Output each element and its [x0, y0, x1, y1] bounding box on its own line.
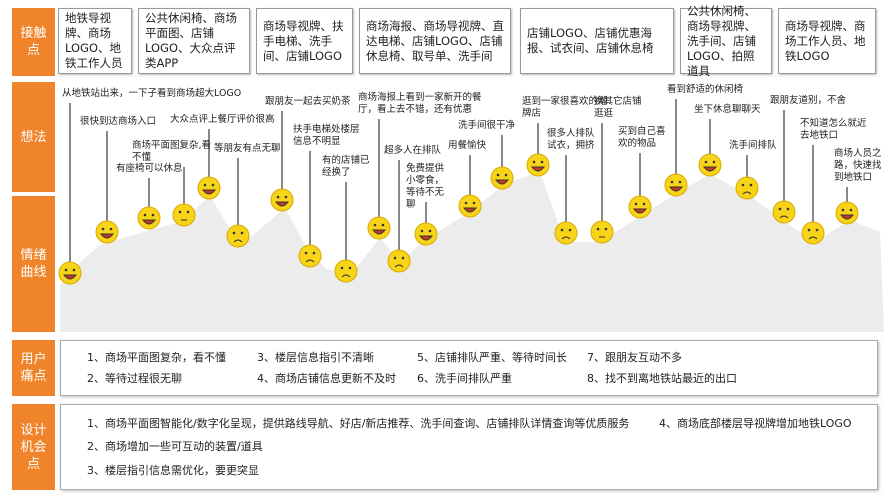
happy-face-icon [664, 173, 688, 197]
sad-face-icon [772, 200, 796, 224]
thought-label: 免费提供小零食，等待不无聊 [406, 163, 445, 210]
happy-face-icon [137, 206, 161, 230]
row-label-pain-points: 用户痛点 [12, 340, 55, 396]
thought-label: 商场人员之路，快速找到地铁口 [834, 148, 882, 183]
thought-label: 从地铁站出来，一下子看到商场超大LOGO [62, 88, 242, 99]
happy-face-icon [458, 194, 482, 218]
pain-point: 5、店铺排队严重、等待时间长 [417, 351, 567, 364]
pain-point: 6、洗手间排队严重 [417, 372, 512, 385]
neutral-face-icon [590, 220, 614, 244]
touchpoint-box: 店铺LOGO、店铺优惠海报、试衣间、店铺休息椅 [520, 8, 674, 74]
opportunity: 4、商场底部楼层导视牌增加地铁LOGO [659, 417, 852, 430]
emotion-area [60, 172, 884, 332]
opportunity: 2、商场增加一些可互动的装置/道具 [87, 440, 263, 453]
thought-label: 商场平面图复杂,看不懂 [132, 140, 212, 163]
row-label-opportunities: 设计机会点 [12, 404, 55, 490]
happy-face-icon [490, 166, 514, 190]
row-label-touchpoints: 接触点 [12, 8, 55, 76]
pain-point: 3、楼层信息指引不清晰 [257, 351, 374, 364]
touchpoint-box: 地铁导视牌、商场LOGO、地铁工作人员 [58, 8, 132, 74]
pain-point: 2、等待过程很无聊 [87, 372, 182, 385]
thought-label: 买到自己喜欢的物品 [618, 126, 666, 149]
opportunity: 1、商场平面图智能化/数字化呈现，提供路线导航、好店/新店推荐、洗手间查询、店铺… [87, 417, 630, 430]
thought-label: 很多人排队试衣，拥挤 [547, 128, 595, 151]
thought-label: 商场海报上看到一家新开的餐厅，看上去不错，还有优惠 [358, 92, 482, 115]
happy-face-icon [698, 153, 722, 177]
happy-face-icon [95, 220, 119, 244]
sad-face-icon [226, 224, 250, 248]
happy-face-icon [835, 201, 859, 225]
pain-point: 1、商场平面图复杂，看不懂 [87, 351, 226, 364]
thought-label: 洗手间排队 [729, 140, 777, 151]
happy-face-icon [58, 261, 82, 285]
sad-face-icon [801, 221, 825, 245]
thought-label: 逛到一家很喜欢的潮牌店 [522, 96, 608, 119]
thought-label: 跟朋友道别，不舍 [770, 95, 847, 106]
happy-face-icon [270, 188, 294, 212]
touchpoint-box: 公共休闲椅、商场平面图、店铺LOGO、大众点评类APP [138, 8, 250, 74]
thought-label: 洗手间很干净 [458, 120, 516, 131]
opportunity: 3、楼层指引信息需优化，要更突显 [87, 464, 259, 477]
emotion-curve [58, 99, 884, 332]
sad-face-icon [735, 176, 759, 200]
happy-face-icon [197, 176, 221, 200]
touchpoint-box: 商场导视牌、商场工作人员、地铁LOGO [778, 8, 876, 74]
sad-face-icon [554, 221, 578, 245]
row-label-emotion: 情绪曲线 [12, 196, 55, 332]
touchpoint-box: 商场海报、商场导视牌、直达电梯、店铺LOGO、店铺休息椅、取号单、洗手间 [359, 8, 511, 74]
row-label-thoughts: 想法 [12, 82, 55, 192]
touchpoint-box: 公共休闲椅、商场导视牌、洗手间、店铺LOGO、拍照道具 [680, 4, 772, 78]
thought-label: 有座椅可以休息 [116, 163, 183, 174]
thought-label: 超多人在排队 [384, 145, 442, 156]
sad-face-icon [334, 259, 358, 283]
pain-points-panel: 1、商场平面图复杂，看不懂 2、等待过程很无聊 3、楼层信息指引不清晰 4、商场… [60, 340, 878, 396]
thought-label: 扶手电梯处楼层信息不明显 [293, 124, 360, 147]
thought-label: 用餐愉快 [448, 140, 487, 151]
thought-label: 跟朋友一起去买奶茶 [265, 96, 351, 107]
thought-label: 坐下休息聊聊天 [694, 104, 761, 115]
happy-face-icon [367, 216, 391, 240]
thought-label: 很快到达商场入口 [80, 116, 157, 127]
thought-label: 不知道怎么就近去地铁口 [800, 118, 867, 141]
thought-label: 看到舒适的休闲椅 [667, 84, 744, 95]
pain-point: 4、商场店铺信息更新不及时 [257, 372, 396, 385]
happy-face-icon [628, 195, 652, 219]
sad-face-icon [298, 244, 322, 268]
happy-face-icon [526, 153, 550, 177]
thought-label: 换其它店铺逛逛 [594, 96, 642, 119]
touchpoint-box: 商场导视牌、扶手电梯、洗手间、店铺LOGO [256, 8, 353, 74]
pain-point: 7、跟朋友互动不多 [587, 351, 682, 364]
pain-point: 8、找不到离地铁站最近的出口 [587, 372, 737, 385]
sad-face-icon [387, 249, 411, 273]
neutral-face-icon [172, 203, 196, 227]
thought-label: 有的店铺已经换了 [322, 155, 370, 178]
happy-face-icon [414, 222, 438, 246]
thought-label: 等朋友有点无聊 [214, 143, 281, 154]
opportunities-panel: 1、商场平面图智能化/数字化呈现，提供路线导航、好店/新店推荐、洗手间查询、店铺… [60, 404, 878, 490]
thought-label: 大众点评上餐厅评价很高 [170, 114, 275, 125]
